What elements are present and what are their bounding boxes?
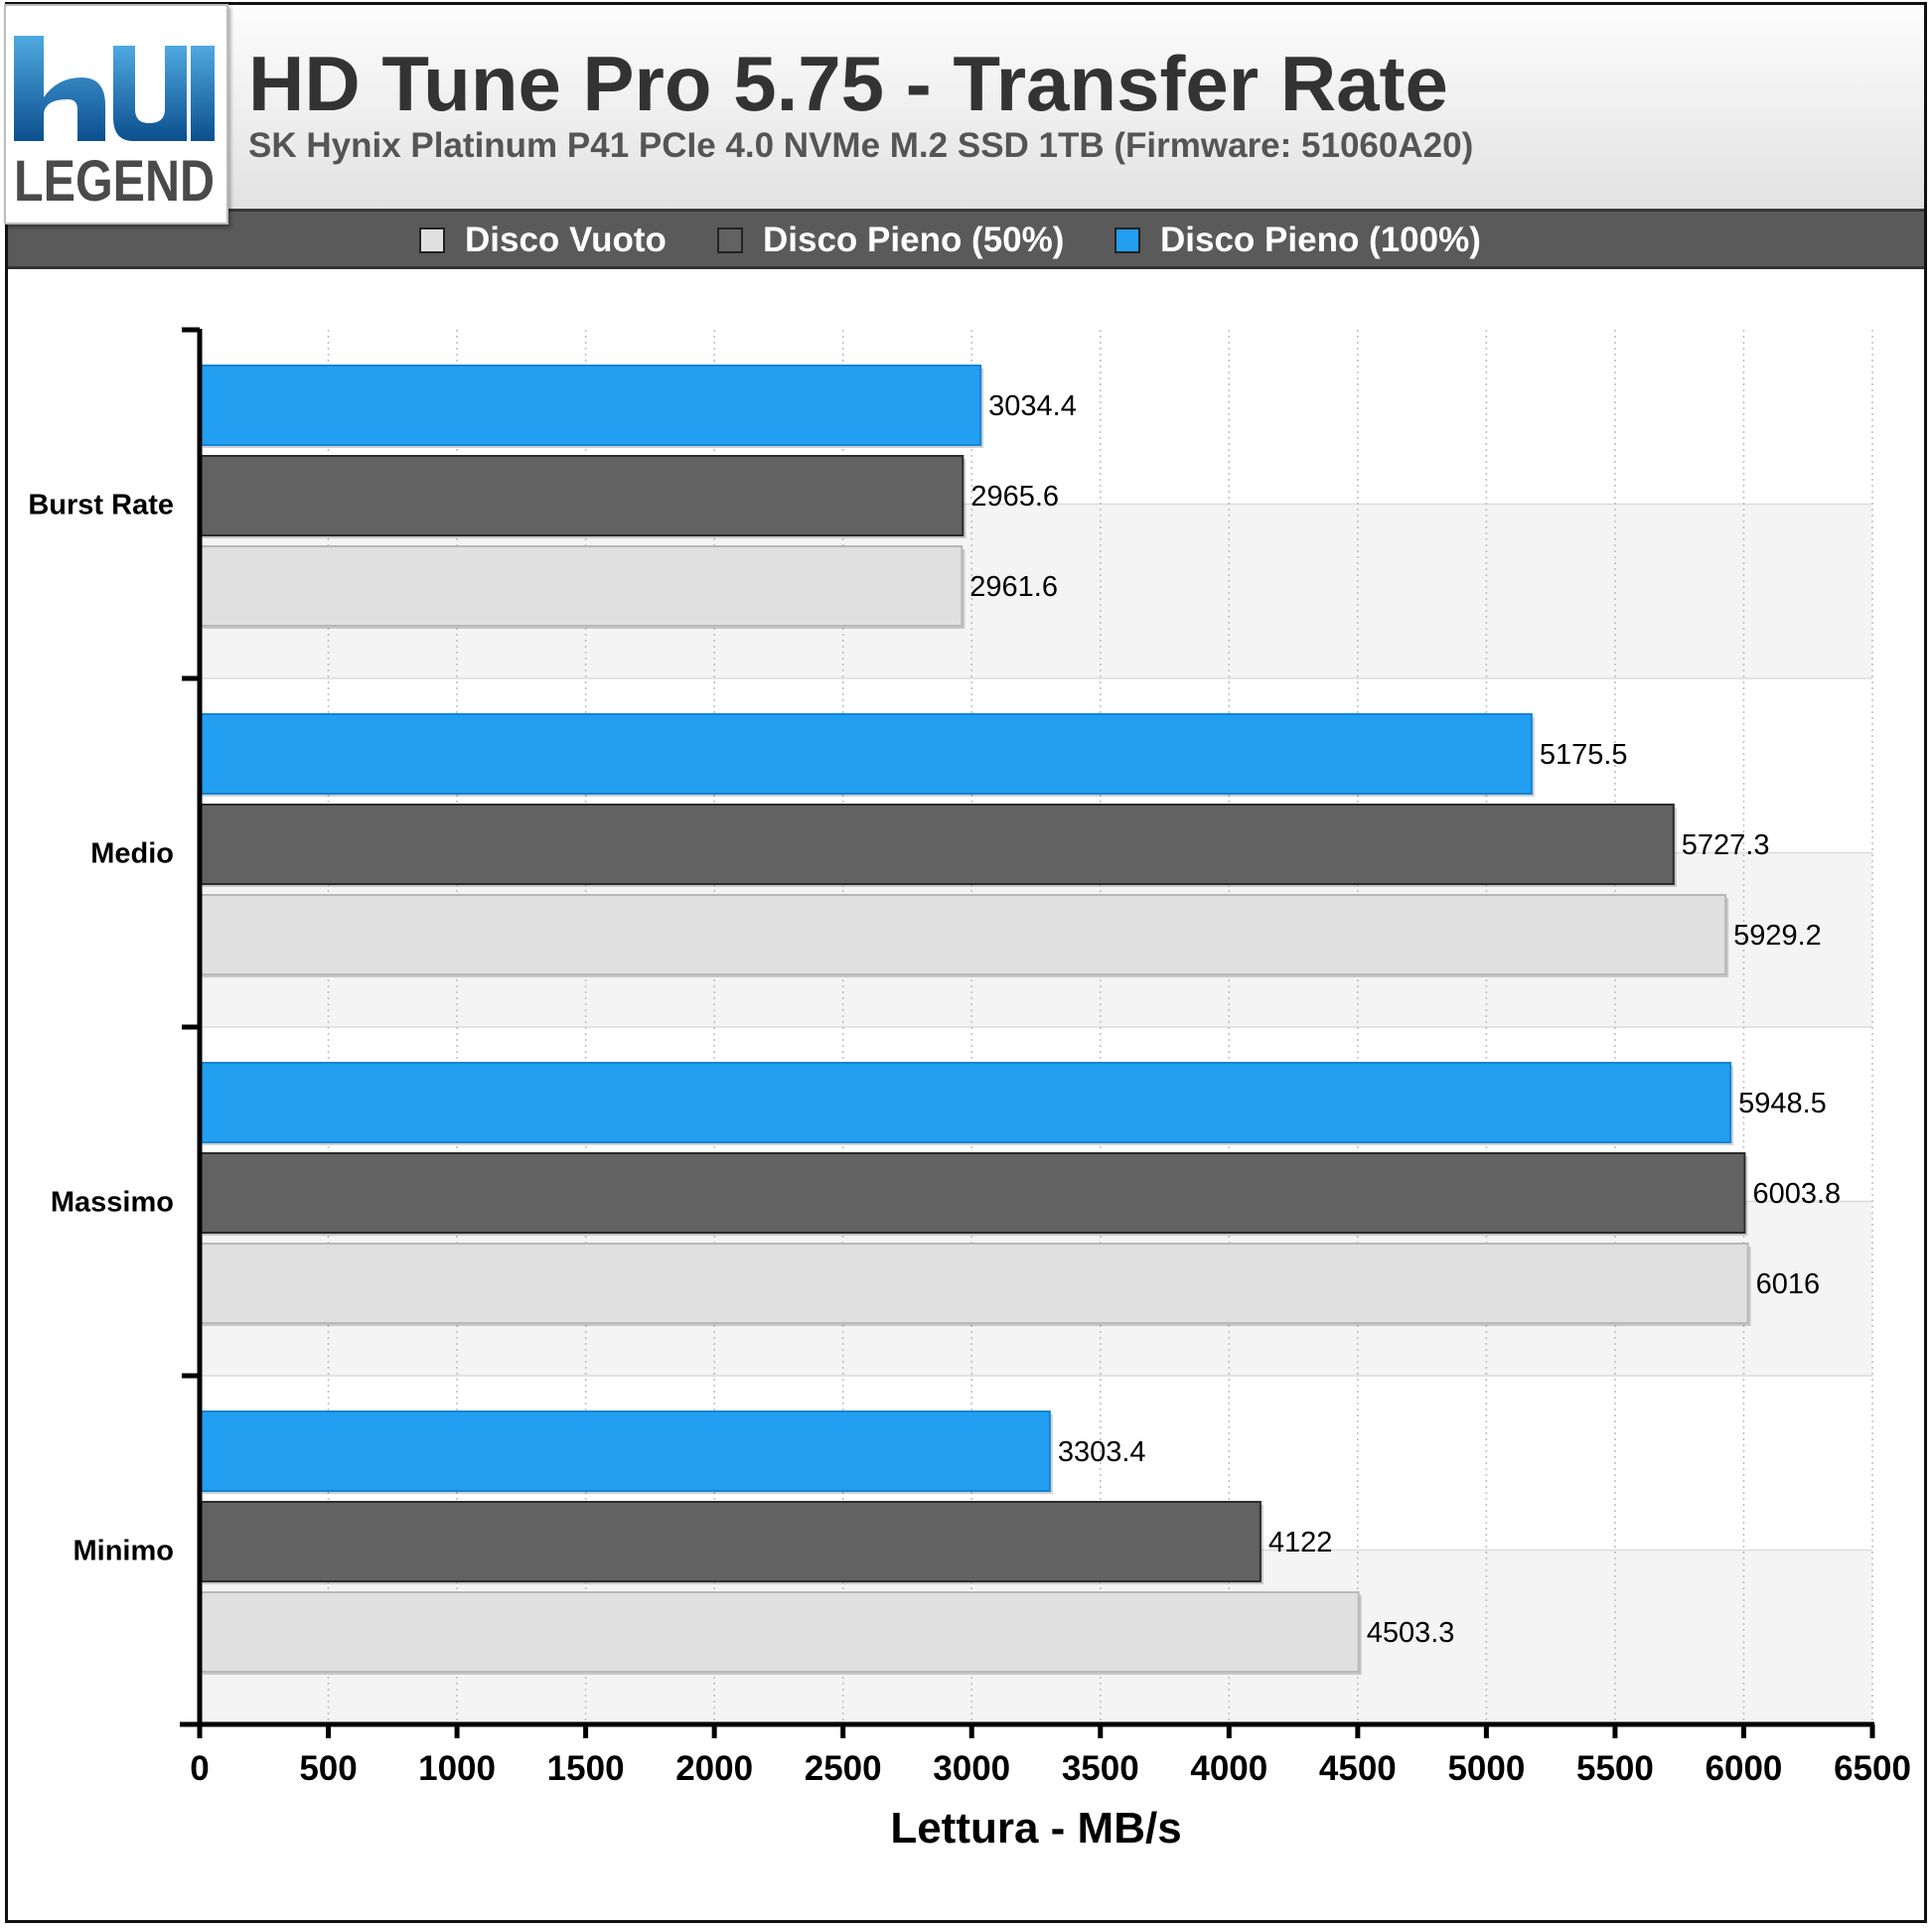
chart-header: HD Tune Pro 5.75 - Transfer Rate SK Hyni… [8,5,1924,211]
x-tick-label: 2000 [675,1749,753,1788]
value-label: 5175.5 [1540,739,1628,771]
x-tick-label: 6000 [1706,1749,1783,1788]
category-label: Medio [90,838,174,870]
legend-label: Disco Pieno (50%) [763,221,1065,259]
value-label: 5727.3 [1682,829,1770,861]
value-label: 4503.3 [1367,1617,1455,1649]
x-tick-label: 5500 [1576,1749,1654,1788]
labels: 3034.4 5175.5 5948.5 3303.4 2965.6 5727.3 6003… [28,390,1911,1853]
bar [199,1591,1360,1673]
legend-item-disco-vuoto: Disco Vuoto [419,221,667,259]
x-tick-label: 3500 [1062,1749,1139,1788]
x-tick-label: 4500 [1319,1749,1397,1788]
legend-label: Disco Pieno (100%) [1160,221,1481,259]
legend-bar: Disco Vuoto Disco Pieno (50%) Disco Pien… [8,210,1924,269]
legend-swatch [717,227,743,253]
category-label: Burst Rate [28,490,174,521]
value-label: 2961.6 [969,571,1058,603]
x-tick-label: 6500 [1834,1749,1911,1788]
x-tick-label: 1000 [418,1749,496,1788]
category-label: Minimo [74,1536,175,1567]
bar [199,545,964,627]
legend-item-disco-pieno-100: Disco Pieno (100%) [1115,221,1481,259]
x-tick-label: 1500 [547,1749,625,1788]
x-tick-label: 500 [299,1749,357,1788]
bar [199,804,1675,885]
chart-subtitle: SK Hynix Platinum P41 PCIe 4.0 NVMe M.2 … [248,126,1474,165]
value-label: 6003.8 [1752,1178,1841,1210]
axes [180,327,1875,1738]
bar [199,365,982,446]
bar [199,1243,1749,1324]
value-label: 4122 [1268,1527,1333,1558]
bars [199,365,1751,1675]
x-tick-label: 0 [190,1749,209,1788]
x-tick-label: 5000 [1447,1749,1525,1788]
x-tick-label: 3000 [933,1749,1010,1788]
legend-swatch [419,227,445,253]
value-label: 3303.4 [1058,1436,1146,1468]
category-label: Massimo [51,1187,174,1219]
bar [199,894,1727,975]
value-label: 3034.4 [988,390,1077,422]
value-label: 6016 [1756,1268,1821,1300]
hwlegend-logo: LEGEND [4,4,228,224]
x-tick-label: 2500 [805,1749,882,1788]
value-label: 5929.2 [1733,920,1822,952]
bar [199,713,1533,795]
value-label: 2965.6 [970,481,1059,513]
legend-label: Disco Vuoto [465,221,667,259]
x-axis-title: Lettura - MB/s [890,1804,1181,1853]
bar [199,1062,1732,1143]
x-tick-label: 4000 [1190,1749,1267,1788]
chart-title: HD Tune Pro 5.75 - Transfer Rate [248,40,1448,127]
bar [199,1501,1262,1582]
bar [199,1410,1051,1492]
bar [199,455,965,536]
bar [199,1152,1746,1234]
svg-text:LEGEND: LEGEND [14,149,215,214]
legend-item-disco-pieno-50: Disco Pieno (50%) [717,221,1065,259]
legend-swatch [1115,227,1140,253]
value-label: 5948.5 [1738,1088,1827,1119]
